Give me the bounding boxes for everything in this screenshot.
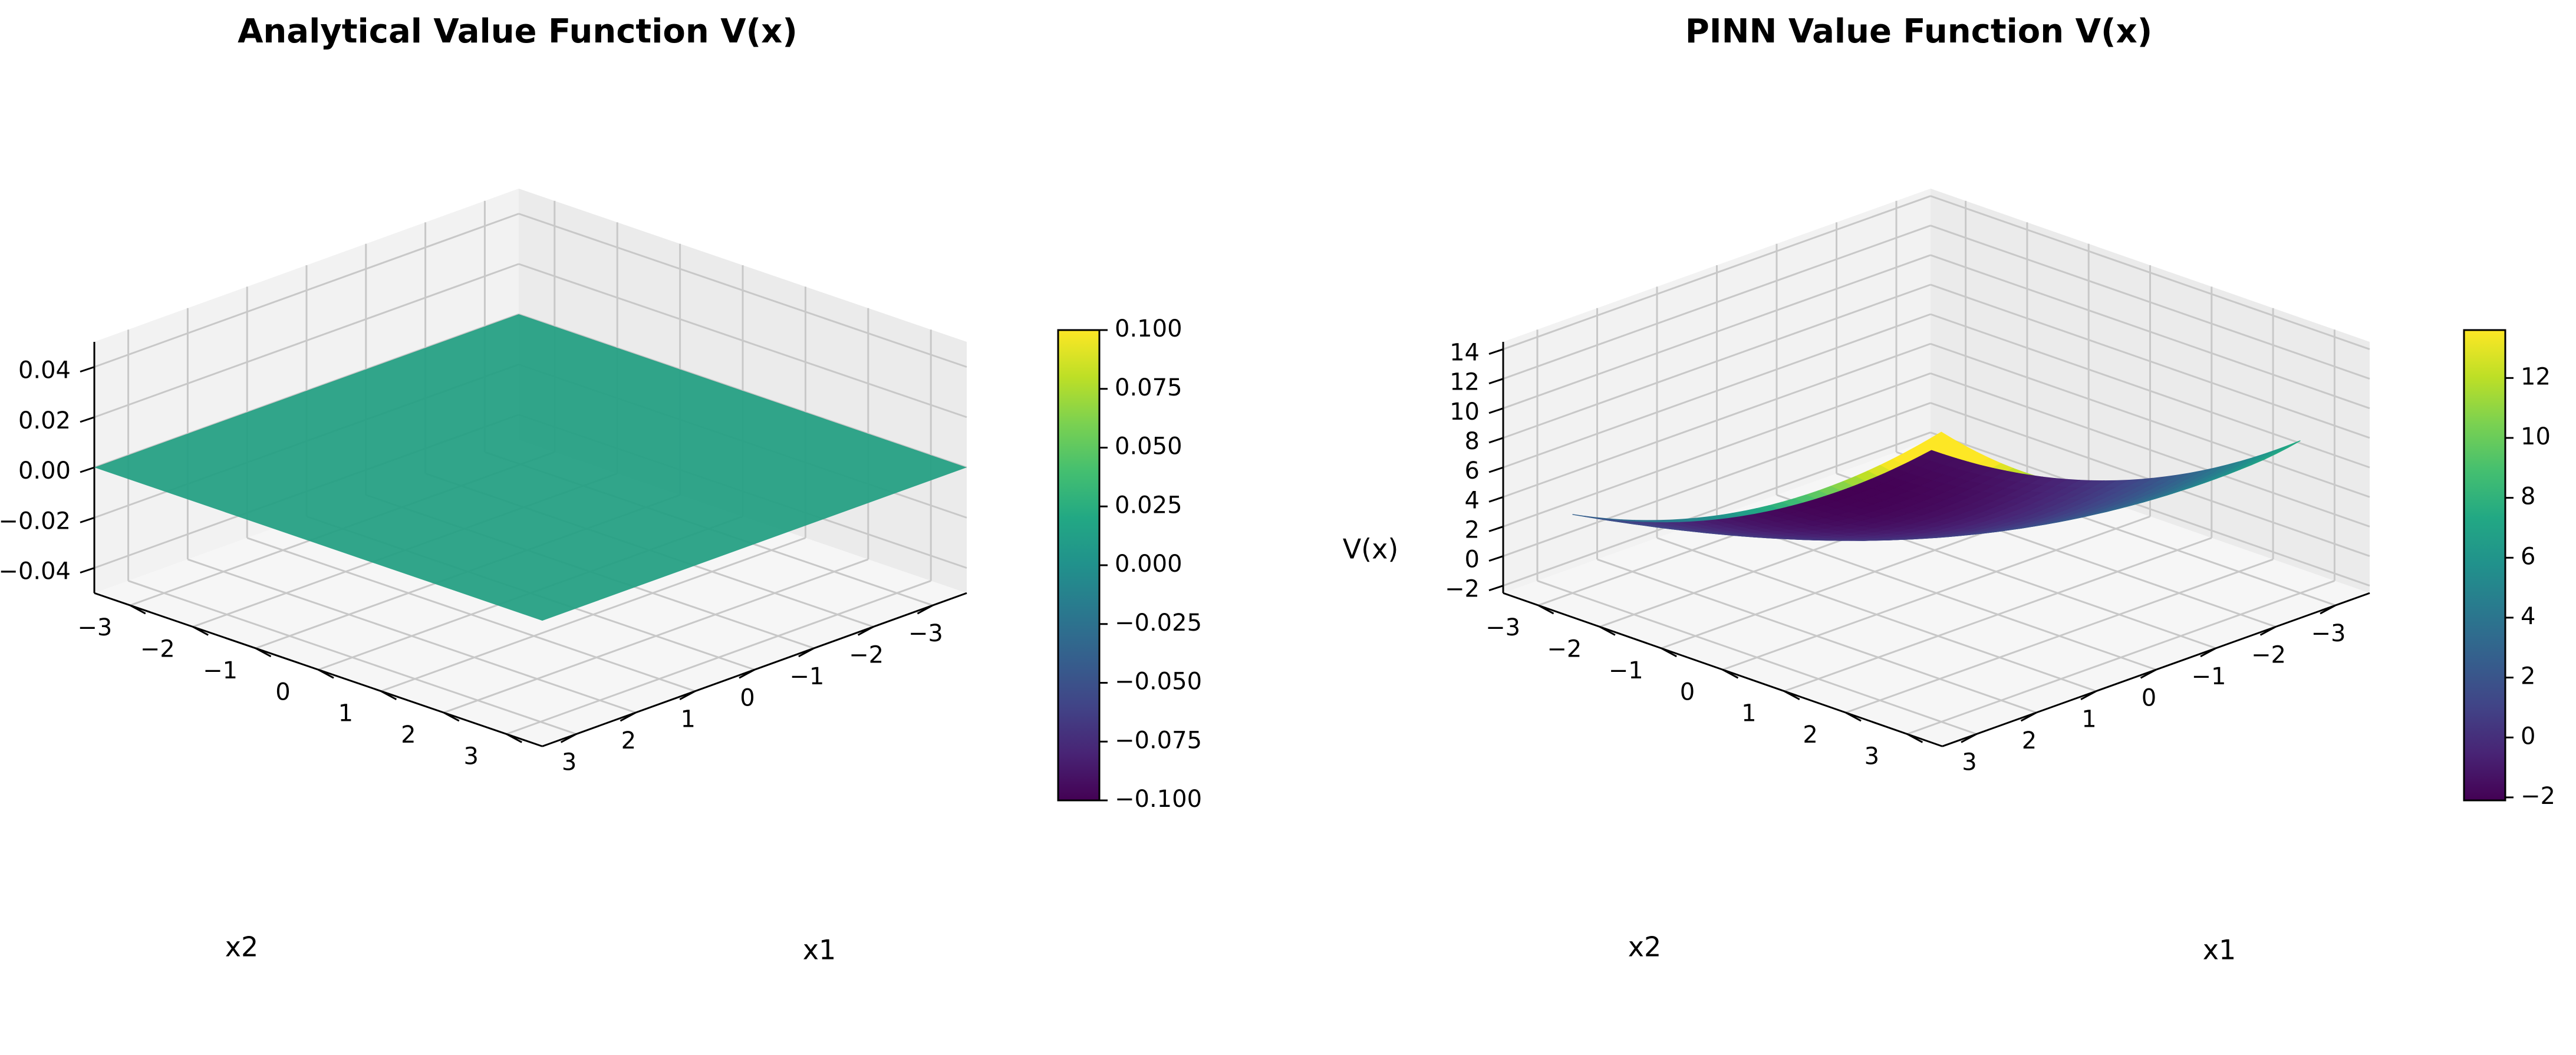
chart1-x2-tick-label: 3: [463, 743, 478, 770]
chart2-colorbar-tick-label: 2: [2521, 663, 2535, 690]
chart1-colorbar-tick-label: −0.075: [1115, 727, 1202, 754]
chart2-x2-tick-label: 0: [1680, 678, 1695, 705]
chart2-z-tick-label: 12: [1450, 369, 1480, 396]
chart2-z-tick: [1489, 556, 1503, 561]
chart1-colorbar-tick-label: −0.050: [1115, 668, 1202, 695]
chart1-colorbar: −0.100 −0.075 −0.050 −0.025 0.000 0.025 0.050 0…: [1058, 315, 1202, 813]
chart2-z-tick-label: 6: [1465, 457, 1480, 484]
chart2-z-tick: [1489, 467, 1503, 472]
chart2-x1-tick-label: 3: [1962, 749, 1977, 776]
chart2-z-tick-label: 4: [1465, 487, 1480, 514]
chart2-x1-tick-label: 0: [2142, 684, 2156, 711]
chart1-colorbar-bar: [1058, 330, 1099, 800]
chart1-x1-tick-label: 2: [621, 727, 636, 754]
chart2-colorbar-tick-label: 6: [2521, 543, 2535, 570]
chart1-z-tick: [80, 467, 94, 472]
chart2-title: PINN Value Function V(x): [1685, 12, 2153, 51]
chart2-colorbar: −2 0 2 4 6 8 10 12: [2464, 330, 2555, 810]
chart1-x1-tick-label: −2: [849, 641, 884, 668]
chart1-x2-tick-label: 2: [401, 721, 416, 749]
chart1-z-tick: [80, 417, 94, 422]
chart2-axes: −3−3−2−2−1−100112233−202468101214x1x2V(x…: [1343, 189, 2370, 966]
chart2-colorbar-tick-label: 12: [2521, 363, 2551, 390]
chart1-x1-tick-label: 3: [562, 749, 577, 776]
chart2-x2-tick-label: 3: [1865, 743, 1879, 770]
chart2-z-tick-label: 2: [1465, 516, 1480, 543]
chart2-z-tick: [1489, 497, 1503, 502]
chart2-ylabel: x2: [1628, 931, 1662, 963]
chart2-x2-tick-label: −1: [1609, 657, 1643, 684]
chart1-z-tick-label: −0.02: [0, 507, 71, 535]
chart1-x1-tick-label: 0: [740, 684, 755, 711]
chart2-colorbar-tick-label: 8: [2521, 483, 2535, 510]
chart2-z-tick: [1489, 586, 1503, 591]
chart1-colorbar-tick-label: −0.100: [1115, 786, 1202, 813]
chart2-z-tick-label: 14: [1450, 339, 1480, 367]
chart2-z-tick: [1489, 408, 1503, 413]
chart1-x2-tick-label: −1: [203, 657, 238, 684]
chart2-colorbar-tick-label: 4: [2521, 603, 2535, 630]
chart1-colorbar-tick-label: −0.025: [1115, 609, 1202, 637]
chart2-z-tick-label: 0: [1465, 546, 1480, 573]
chart2-x2-tick-label: −3: [1485, 614, 1520, 641]
chart1-colorbar-tick-label: 0.050: [1115, 433, 1182, 460]
chart1-colorbar-tick-label: 0.100: [1115, 315, 1182, 342]
chart1-title: Analytical Value Function V(x): [238, 12, 798, 51]
chart2-colorbar-tick-label: −2: [2521, 783, 2555, 810]
chart2-x1-tick-label: 2: [2022, 727, 2037, 754]
chart2-x2-tick-label: −2: [1547, 635, 1582, 662]
chart1-x1-tick-label: −3: [908, 620, 943, 647]
chart1-colorbar-tick-label: 0.025: [1115, 492, 1182, 519]
chart1-x2-tick-label: 0: [275, 678, 290, 705]
chart2-z-tick-label: −2: [1445, 576, 1480, 603]
chart1-x2-tick-label: 1: [338, 700, 353, 727]
chart1-ylabel: x2: [225, 931, 259, 963]
chart2-colorbar-bar: [2464, 330, 2505, 800]
chart1-x2-tick-label: −2: [140, 635, 175, 662]
chart2-x2-tick-label: 2: [1803, 721, 1817, 749]
chart2-x1-tick-label: −3: [2311, 620, 2346, 647]
chart2-x1-tick-label: −1: [2192, 663, 2226, 690]
chart1-z-tick: [80, 517, 94, 522]
chart2-x1-tick-label: 1: [2081, 706, 2096, 733]
chart2-z-tick: [1489, 526, 1503, 531]
chart1-z-tick-label: 0.04: [18, 357, 71, 384]
chart2-z-tick: [1489, 438, 1503, 443]
chart2-colorbar-tick-label: 10: [2521, 423, 2551, 450]
chart2-colorbar-tick-label: 0: [2521, 723, 2535, 750]
chart1-z-tick: [80, 568, 94, 573]
chart1-colorbar-tick-label: 0.000: [1115, 550, 1182, 578]
chart2-xlabel: x1: [2203, 934, 2236, 966]
chart1-z-tick-label: −0.04: [0, 558, 71, 585]
chart1-colorbar-tick-label: 0.075: [1115, 374, 1182, 401]
chart1-x1-tick-label: 1: [680, 706, 695, 733]
chart2-z-tick: [1489, 379, 1503, 384]
chart2-z-tick: [1489, 350, 1503, 354]
chart2-z-tick-label: 10: [1450, 398, 1480, 426]
chart2-x2-tick-label: 1: [1741, 700, 1756, 727]
chart1-x2-tick-label: −3: [77, 614, 112, 641]
chart1-x1-tick-label: −1: [789, 663, 824, 690]
chart2-x1-tick-label: −2: [2251, 641, 2286, 668]
chart1-z-tick: [80, 367, 94, 372]
chart2-z-tick-label: 8: [1465, 428, 1480, 455]
chart1-z-tick-label: 0.02: [18, 407, 71, 434]
chart1-z-tick-label: 0.00: [18, 457, 71, 484]
chart2-zlabel: V(x): [1343, 533, 1399, 565]
chart1-xlabel: x1: [803, 934, 836, 966]
